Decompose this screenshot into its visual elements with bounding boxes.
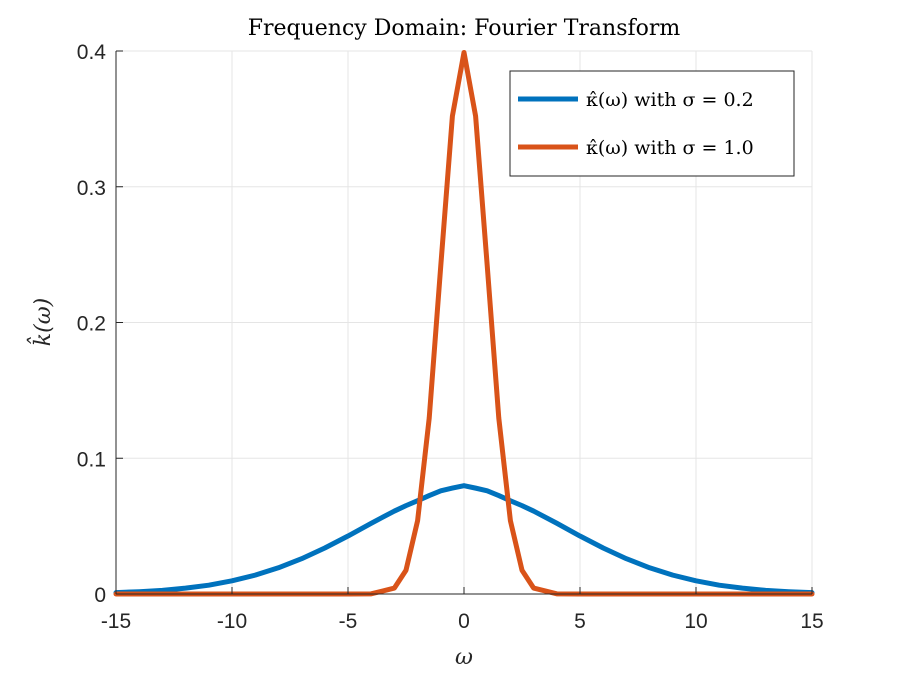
- y-axis-label: k̂(ω): [27, 298, 56, 346]
- x-tick-label: 5: [574, 610, 586, 633]
- legend: κ̂(ω) with σ = 0.2 κ̂(ω) with σ = 1.0: [509, 70, 795, 177]
- x-tick-label: 15: [800, 610, 823, 633]
- x-axis-label: ω: [455, 645, 473, 670]
- x-tick-label: -15: [101, 610, 131, 633]
- series-line-1: [113, 483, 815, 596]
- legend-box: [509, 70, 795, 177]
- legend-label-series-1: κ̂(ω) with σ = 0.2: [586, 89, 754, 111]
- x-tick-label: -5: [339, 610, 358, 633]
- axes: [115, 50, 813, 595]
- x-tick-label: 0: [458, 610, 470, 633]
- tick-labels: -15 -10 -5 0 5 10 15 0 0.1 0.2 0.3 0.4: [77, 41, 824, 633]
- x-tick-label: 10: [684, 610, 707, 633]
- y-tick-label: 0.4: [77, 41, 107, 64]
- y-tick-label: 0.1: [77, 448, 106, 471]
- chart-title: Frequency Domain: Fourier Transform: [248, 16, 681, 41]
- y-tick-label: 0.3: [77, 177, 106, 200]
- legend-label-series-2: κ̂(ω) with σ = 1.0: [586, 137, 754, 159]
- y-tick-label: 0: [94, 584, 106, 607]
- y-tick-label: 0.2: [77, 313, 106, 336]
- x-tick-label: -10: [217, 610, 247, 633]
